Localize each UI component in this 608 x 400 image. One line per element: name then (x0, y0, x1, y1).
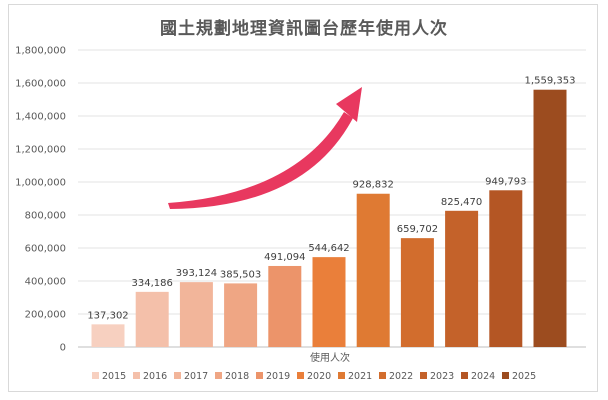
data-label-2023: 825,470 (441, 197, 482, 208)
legend-swatch-2021 (338, 372, 345, 379)
legend-label-2024: 2024 (471, 371, 495, 382)
bar-2016 (135, 291, 169, 347)
data-label-2025: 1,559,353 (525, 76, 576, 87)
legend-label-2018: 2018 (225, 371, 249, 382)
data-label-2015: 137,302 (87, 310, 128, 321)
legend-label-2015: 2015 (102, 371, 126, 382)
legend-label-2021: 2021 (348, 371, 372, 382)
trend-arrow (168, 87, 362, 209)
y-tick-label: 0 (60, 343, 66, 354)
y-tick-label: 600,000 (25, 244, 66, 255)
y-tick-label: 200,000 (25, 310, 66, 321)
trend-arrow-head (336, 87, 362, 122)
bar-2018 (224, 283, 258, 347)
bar-2021 (356, 193, 390, 347)
legend-swatch-2023 (420, 372, 427, 379)
y-tick-label: 1,200,000 (15, 145, 66, 156)
bar-2017 (179, 282, 213, 347)
legend-swatch-2015 (92, 372, 99, 379)
y-tick-label: 1,800,000 (15, 46, 66, 57)
data-label-2021: 928,832 (353, 180, 394, 191)
bar-2019 (268, 265, 302, 347)
y-tick-label: 1,400,000 (15, 112, 66, 123)
legend-swatch-2018 (215, 372, 222, 379)
data-label-2018: 385,503 (220, 269, 261, 280)
legend: 2015 2016 2017 2018 2019 2020 2021 2022 2023 2024… (92, 371, 536, 382)
bars (91, 89, 567, 347)
legend-swatch-2020 (297, 372, 304, 379)
bar-2020 (312, 257, 346, 347)
data-label-2022: 659,702 (397, 224, 438, 235)
bar-2015 (91, 324, 125, 347)
y-tick-label: 1,000,000 (15, 178, 66, 189)
trend-arrow-shaft (168, 112, 353, 209)
data-label-2019: 491,094 (264, 252, 305, 263)
y-axis-ticks: 0 200,000 400,000 600,000 800,000 1,000,000 1,… (15, 46, 66, 354)
y-tick-label: 800,000 (25, 211, 66, 222)
y-tick-label: 400,000 (25, 277, 66, 288)
x-axis-label: 使用人次 (310, 351, 350, 364)
legend-label-2016: 2016 (143, 371, 167, 382)
data-label-2017: 393,124 (176, 268, 217, 279)
legend-label-2017: 2017 (184, 371, 208, 382)
chart-title: 國土規劃地理資訊圖台歷年使用人次 (160, 19, 448, 39)
bar-2023 (445, 210, 479, 347)
y-tick-label: 1,600,000 (15, 79, 66, 90)
legend-label-2019: 2019 (266, 371, 290, 382)
legend-swatch-2025 (502, 372, 509, 379)
legend-label-2025: 2025 (512, 371, 536, 382)
legend-swatch-2022 (379, 372, 386, 379)
bar-2022 (400, 238, 434, 347)
bar-2024 (489, 190, 523, 347)
legend-swatch-2016 (133, 372, 140, 379)
legend-swatch-2024 (461, 372, 468, 379)
legend-swatch-2017 (174, 372, 181, 379)
data-label-2024: 949,793 (485, 176, 526, 187)
bar-2025 (533, 89, 567, 347)
data-label-2020: 544,642 (308, 243, 349, 254)
legend-swatch-2019 (256, 372, 263, 379)
legend-label-2023: 2023 (430, 371, 454, 382)
data-label-2016: 334,186 (132, 278, 173, 289)
legend-label-2022: 2022 (389, 371, 413, 382)
legend-label-2020: 2020 (307, 371, 331, 382)
